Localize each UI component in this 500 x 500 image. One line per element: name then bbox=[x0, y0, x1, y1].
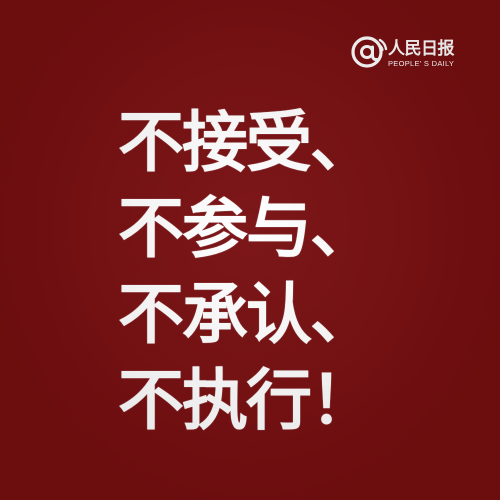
slogan-line-4: 不执行！ bbox=[118, 362, 376, 439]
at-sign-broadcast-icon bbox=[351, 36, 388, 68]
slogan-line-2: 不参与、 bbox=[118, 190, 376, 267]
slogan-line-1: 不接受、 bbox=[118, 104, 376, 181]
logo-subtitle: PEOPLE' S DAILY bbox=[388, 59, 455, 68]
peoples-daily-logo: 人民日报 PEOPLE' S DAILY bbox=[350, 32, 470, 76]
slogan-line-3: 不承认、 bbox=[118, 276, 376, 353]
logo-name: 人民日报 bbox=[388, 39, 455, 59]
slogan: 不接受、 不参与、 不承认、 不执行！ bbox=[118, 100, 376, 444]
